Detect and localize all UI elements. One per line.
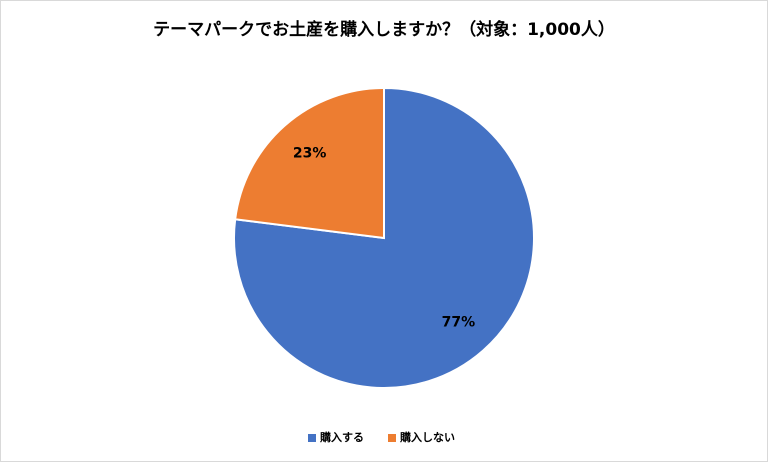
chart-title: テーマパークでお土産を購入しますか？（対象：1,000人） <box>153 19 615 40</box>
legend-label: 購入する <box>319 430 364 444</box>
legend-swatch <box>388 434 396 442</box>
legend-label: 購入しない <box>399 430 455 444</box>
data-label: 23% <box>293 146 327 162</box>
data-label: 77% <box>442 314 476 330</box>
legend-swatch <box>308 434 316 442</box>
pie-slice <box>234 86 385 240</box>
pie-slice <box>233 86 535 389</box>
